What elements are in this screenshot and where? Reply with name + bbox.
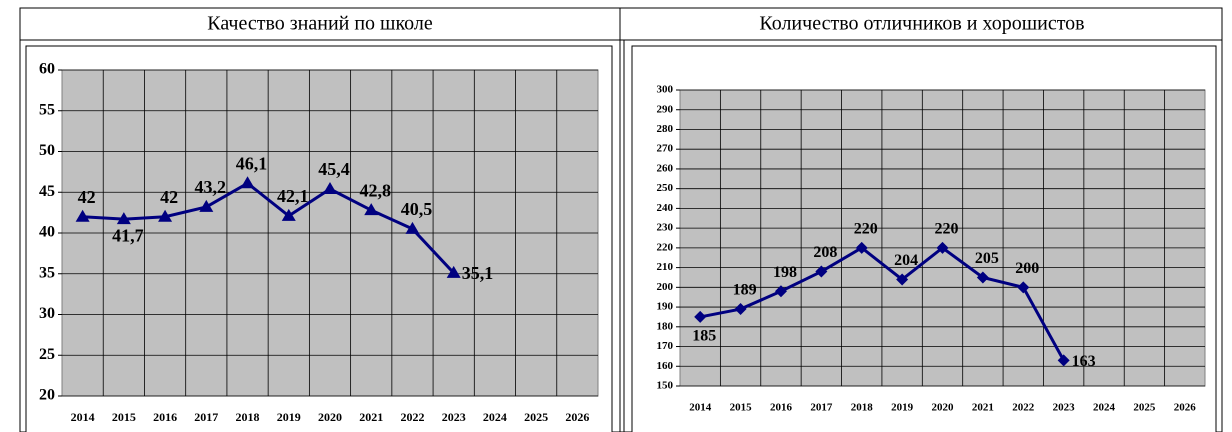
x-tick-label: 2023 <box>442 410 466 424</box>
y-tick-label: 180 <box>657 320 674 332</box>
data-marker <box>1017 281 1030 294</box>
x-tick-label: 2024 <box>1093 402 1116 414</box>
data-label: 43,2 <box>195 177 227 197</box>
x-tick-label: 2017 <box>810 402 833 414</box>
data-marker <box>896 273 909 286</box>
data-marker <box>158 209 173 222</box>
y-tick-label: 20 <box>39 387 55 404</box>
data-marker <box>364 203 379 216</box>
data-marker <box>446 265 461 278</box>
y-tick-label: 270 <box>657 143 674 155</box>
y-tick-label: 160 <box>657 360 674 372</box>
data-marker <box>199 199 214 212</box>
x-tick-label: 2022 <box>400 410 424 424</box>
chart-title: Качество знаний по школе <box>207 13 433 35</box>
x-tick-label: 2014 <box>71 410 95 424</box>
data-marker <box>75 209 90 222</box>
chart-title: Количество отличников и хорошистов <box>759 13 1084 35</box>
y-tick-label: 45 <box>39 183 55 200</box>
y-tick-label: 170 <box>657 340 674 352</box>
y-tick-label: 240 <box>657 202 674 214</box>
y-tick-label: 25 <box>39 346 55 363</box>
data-label: 220 <box>935 221 959 238</box>
plot-area <box>679 89 1206 387</box>
x-tick-label: 2026 <box>565 410 589 424</box>
y-tick-label: 55 <box>39 101 55 118</box>
data-marker <box>774 285 787 298</box>
data-marker <box>1057 354 1070 367</box>
y-tick-label: 35 <box>39 264 55 281</box>
x-tick-label: 2019 <box>277 410 301 424</box>
data-label: 189 <box>733 282 757 299</box>
y-tick-label: 280 <box>657 123 674 135</box>
y-tick-label: 220 <box>657 241 674 253</box>
x-tick-label: 2016 <box>770 402 793 414</box>
data-label: 46,1 <box>236 153 268 173</box>
data-line <box>699 245 1065 362</box>
x-tick-label: 2018 <box>851 402 874 414</box>
y-tick-label: 190 <box>657 301 674 313</box>
data-label: 208 <box>813 244 837 261</box>
data-label: 35,1 <box>462 263 494 283</box>
y-tick-label: 200 <box>657 281 674 293</box>
x-tick-label: 2019 <box>891 402 914 414</box>
data-marker <box>323 181 337 194</box>
data-marker <box>240 176 255 189</box>
x-tick-label: 2016 <box>153 410 177 424</box>
x-tick-label: 2017 <box>194 410 218 424</box>
data-label: 42 <box>160 187 178 207</box>
data-marker <box>405 221 420 234</box>
data-label: 42,1 <box>277 186 309 206</box>
x-tick-label: 2023 <box>1053 402 1076 414</box>
x-tick-label: 2020 <box>932 402 955 414</box>
x-tick-label: 2014 <box>689 402 712 414</box>
data-label: 200 <box>1015 260 1039 277</box>
y-tick-label: 250 <box>657 182 674 194</box>
x-tick-label: 2015 <box>112 410 136 424</box>
data-marker <box>815 265 828 278</box>
data-marker <box>936 241 949 254</box>
x-tick-label: 2025 <box>524 410 548 424</box>
data-marker <box>976 271 989 284</box>
data-marker <box>734 303 747 316</box>
x-tick-label: 2022 <box>1012 402 1035 414</box>
y-tick-label: 50 <box>39 142 55 159</box>
data-label: 204 <box>894 252 918 269</box>
y-tick-label: 290 <box>657 103 674 115</box>
x-tick-label: 2020 <box>318 410 342 424</box>
x-tick-label: 2015 <box>730 402 753 414</box>
y-tick-label: 60 <box>39 61 55 78</box>
data-label: 198 <box>773 264 797 281</box>
x-tick-label: 2021 <box>972 402 994 414</box>
data-marker <box>694 310 707 323</box>
data-marker <box>116 212 131 225</box>
data-label: 205 <box>975 250 999 267</box>
data-label: 40,5 <box>401 199 433 219</box>
data-label: 42 <box>78 187 96 207</box>
data-label: 45,4 <box>318 159 350 179</box>
data-label: 163 <box>1072 353 1096 370</box>
x-tick-label: 2021 <box>359 410 383 424</box>
data-label: 41,7 <box>112 225 144 245</box>
y-tick-label: 40 <box>39 224 55 241</box>
data-label: 220 <box>854 221 878 238</box>
data-label: 185 <box>692 328 716 345</box>
data-marker <box>855 241 868 254</box>
data-marker <box>281 208 296 221</box>
y-tick-label: 150 <box>657 380 674 392</box>
x-tick-label: 2026 <box>1174 402 1197 414</box>
data-label: 42,8 <box>359 180 391 200</box>
y-tick-label: 230 <box>657 222 674 234</box>
x-tick-label: 2018 <box>236 410 260 424</box>
y-tick-label: 30 <box>39 305 55 322</box>
y-tick-label: 260 <box>657 162 674 174</box>
data-line <box>82 181 455 274</box>
table-border <box>19 7 1223 432</box>
x-tick-label: 2024 <box>483 410 507 424</box>
x-tick-label: 2025 <box>1133 402 1156 414</box>
y-tick-label: 210 <box>657 261 674 273</box>
y-tick-label: 300 <box>657 84 674 96</box>
